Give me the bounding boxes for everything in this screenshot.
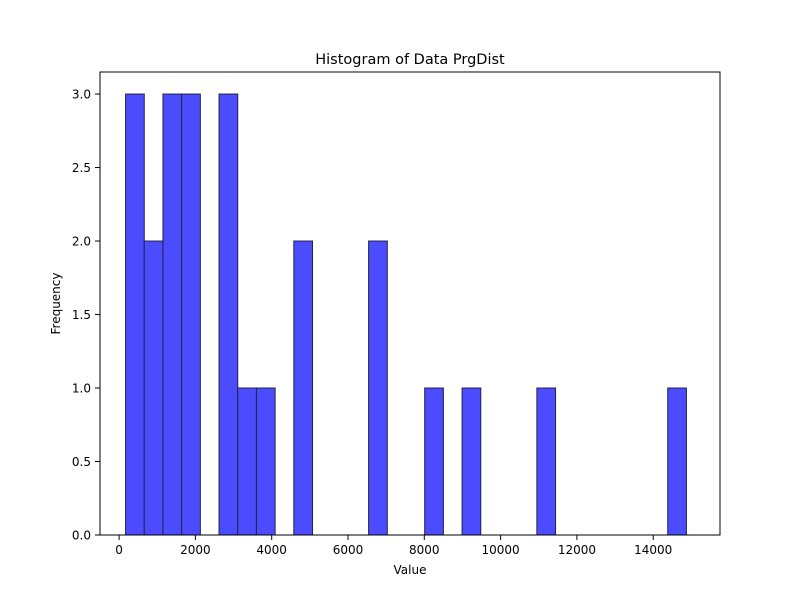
y-tick-label: 1.0 [72,382,91,396]
chart-title: Histogram of Data PrgDist [315,52,505,68]
histogram-bar-22 [536,387,557,536]
histogram-bar-7 [255,387,276,536]
y-tick-label: 3.0 [72,88,91,102]
y-tick-label: 1.5 [72,308,91,322]
histogram-bar-9 [293,240,314,536]
x-axis-ticks: 0 2000 4000 6000 8000 10000 12000 14000 [115,535,672,557]
x-tick-label: 8000 [409,543,440,557]
x-tick-label: 12000 [558,543,596,557]
histogram-bar-0 [125,93,145,536]
x-tick-label: 2000 [180,543,211,557]
histogram-bar-1 [143,240,164,536]
y-tick-label: 0.5 [72,455,91,469]
histogram-bar-2 [162,93,183,536]
y-axis-ticks: 0.0 0.5 1.0 1.5 2.0 2.5 3.0 [72,88,100,543]
y-axis-title: Frequency [49,273,63,335]
x-tick-label: 14000 [634,543,672,557]
histogram-bar-16 [424,387,444,536]
histogram-bar-13 [368,240,388,536]
y-tick-label: 2.5 [72,161,91,175]
bars-group [125,93,687,536]
histogram-bar-29 [667,387,687,536]
x-tick-label: 10000 [482,543,520,557]
x-tick-label: 4000 [256,543,287,557]
histogram-bar-5 [218,93,239,536]
histogram-bar-6 [237,387,257,536]
histogram-bar-3 [181,93,201,536]
y-tick-label: 0.0 [72,529,91,543]
histogram-bar-18 [461,387,482,536]
x-tick-label: 6000 [333,543,364,557]
x-axis-title: Value [394,563,427,577]
x-tick-label: 0 [115,543,123,557]
plot-area-frame [99,71,721,536]
y-tick-label: 2.0 [72,235,91,249]
